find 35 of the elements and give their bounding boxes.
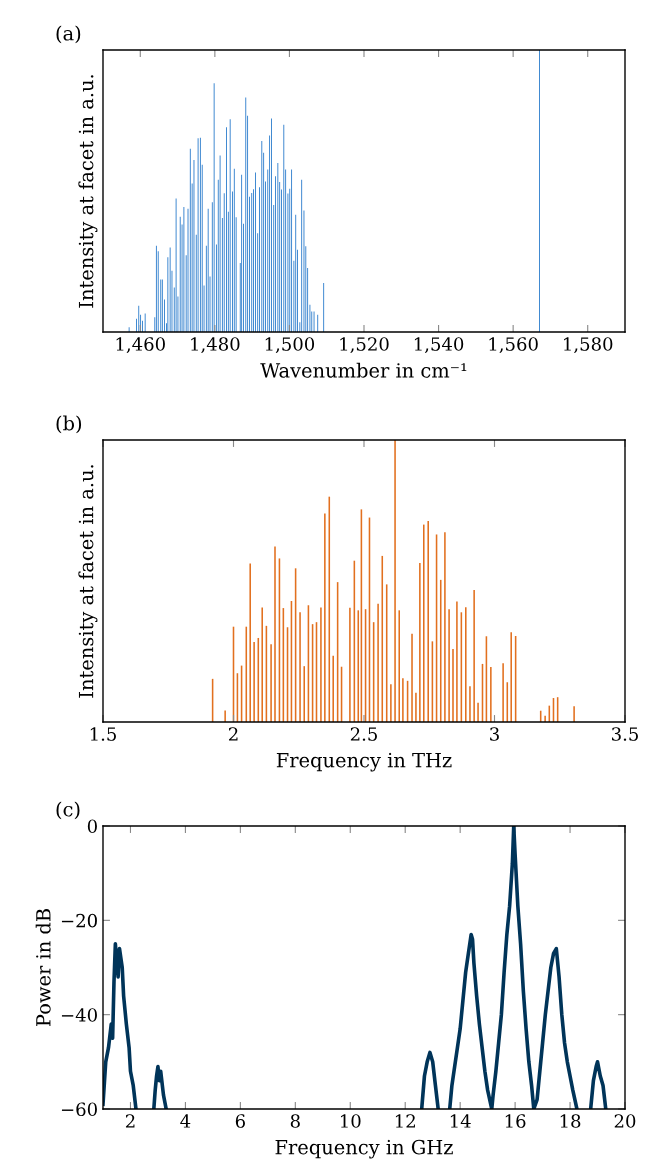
- x-tick-label: 6: [235, 1114, 245, 1128]
- x-tick-label: 8: [290, 1114, 300, 1128]
- x-tick-label: 1,480: [191, 337, 240, 354]
- x-tick-label: 12: [395, 1114, 415, 1128]
- chart-title: (c): [56, 801, 80, 820]
- chart-title: (a): [56, 25, 81, 44]
- x-tick-label: 2: [125, 1114, 135, 1128]
- chart-title: (b): [56, 415, 82, 434]
- x-tick-label: 2.5: [350, 727, 377, 741]
- x-tick-label: 4: [180, 1114, 191, 1128]
- x-tick-label: 1,580: [564, 337, 613, 354]
- x-tick-label: 2: [228, 727, 238, 741]
- x-axis-title: Frequency in THz: [276, 752, 452, 772]
- x-tick-label: 18: [560, 1114, 581, 1128]
- y-tick-label: −40: [61, 1008, 97, 1022]
- x-tick-label: 3.5: [612, 727, 638, 741]
- x-tick-label: 16: [505, 1114, 526, 1128]
- x-tick-label: 1,460: [116, 337, 165, 354]
- x-tick-label: 3: [490, 727, 499, 741]
- y-tick-label: −20: [61, 913, 97, 928]
- y-tick-label: 0: [87, 819, 97, 834]
- x-tick-label: 20: [614, 1114, 636, 1128]
- y-axis-title: Power in dB: [35, 909, 51, 1027]
- y-axis-title: Intensity at facet in a.u.: [78, 465, 98, 698]
- x-tick-label: 14: [450, 1114, 471, 1128]
- x-axis-title: Wavenumber in cm⁻¹: [260, 362, 467, 378]
- y-tick-label: −60: [61, 1102, 97, 1117]
- x-tick-label: 1,500: [265, 337, 315, 354]
- x-tick-label: 1.5: [90, 727, 116, 741]
- y-axis-title: Intensity at facet in a.u.: [78, 75, 98, 308]
- x-tick-label: 1,540: [414, 337, 464, 354]
- x-axis-title: Frequency in GHz: [275, 1139, 453, 1159]
- x-tick-label: 1,560: [489, 337, 538, 354]
- x-tick-label: 10: [340, 1114, 361, 1128]
- x-tick-label: 1,520: [340, 337, 389, 354]
